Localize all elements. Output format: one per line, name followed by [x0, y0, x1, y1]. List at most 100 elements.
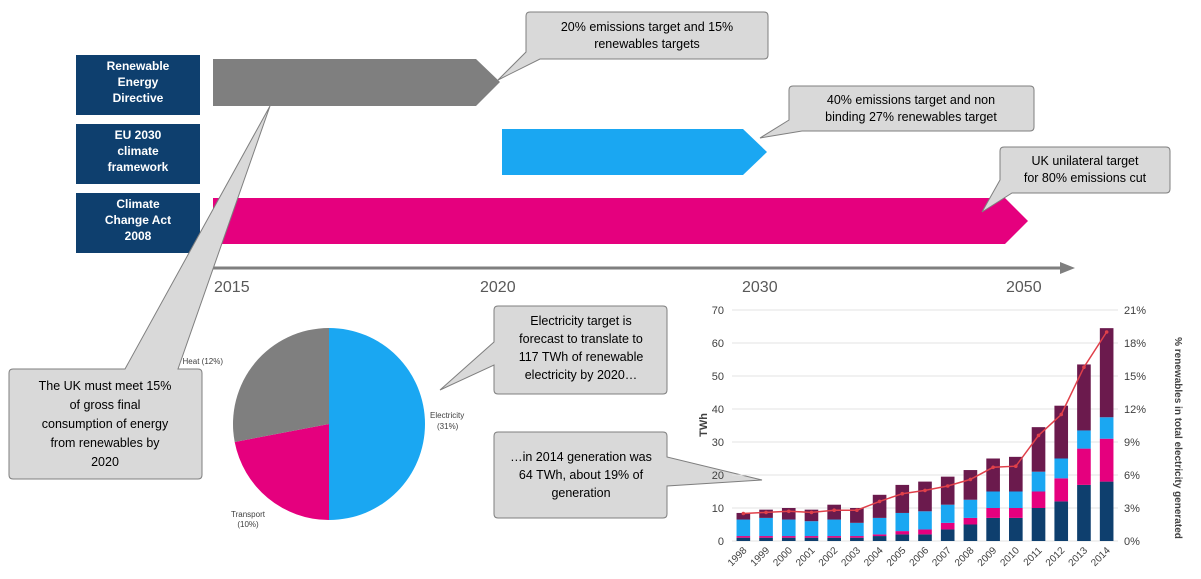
x-tick-label: 1999 — [749, 545, 773, 569]
line-point — [991, 465, 995, 470]
callout-uk-must-meet-line1: The UK must meet 15% — [39, 379, 172, 393]
bar-segment-2000-s0 — [781, 537, 796, 541]
bar-segment-2004-s3 — [872, 494, 887, 518]
bar-segment-2013-s0 — [1077, 484, 1091, 541]
pie-label-heat: Heat (12%) — [183, 357, 224, 366]
x-tick-label: 2009 — [976, 545, 1000, 569]
line-point — [1059, 412, 1064, 417]
bar-segment-2008-s0 — [963, 524, 978, 541]
y-tick-label: 70 — [712, 305, 724, 317]
timeline-bar-red — [213, 59, 500, 106]
row-label-cca-line1: Climate — [116, 197, 160, 211]
callout-red-target-line2: renewables targets — [594, 37, 700, 51]
y-tick-label: 60 — [712, 338, 724, 350]
callout-eu-target-line2: binding 27% renewables target — [825, 110, 997, 124]
callout-uk-target-line2: for 80% emissions cut — [1024, 171, 1147, 185]
line-point — [945, 484, 950, 488]
x-tick-label: 2010 — [998, 545, 1022, 569]
callout-electricity-target-line2: forecast to translate to — [519, 332, 643, 346]
line-point — [764, 510, 768, 515]
bar-segment-2006-s0 — [918, 534, 932, 541]
y-tick-label: 40 — [712, 404, 724, 416]
bar-segment-2005-s0 — [895, 534, 910, 541]
bar-segment-2000-s2 — [781, 519, 796, 537]
bar-segment-2004-s0 — [872, 536, 887, 541]
bar-segment-2000-s1 — [781, 536, 796, 538]
bar-segment-1998-s2 — [736, 519, 751, 537]
bar-segment-2011-s3 — [1031, 427, 1046, 472]
y2-tick-label: 6% — [1124, 470, 1140, 482]
bar-segment-2003-s0 — [850, 537, 864, 541]
y-tick-label: 30 — [712, 437, 724, 449]
row-label-cca-line3: 2008 — [125, 229, 152, 243]
callout-red-target: 20% emissions target and 15% renewables … — [497, 11, 769, 81]
callout-electricity-target-line4: electricity by 2020… — [525, 368, 638, 382]
callout-uk-must-meet-line4: from renewables by — [50, 436, 160, 450]
line-point — [1104, 330, 1109, 334]
bar-segment-2003-s3 — [850, 508, 864, 523]
x-tick-label: 2008 — [953, 545, 977, 569]
timeline-bar-cca — [213, 198, 1028, 244]
row-label-cca: Climate Change Act 2008 — [76, 193, 200, 253]
y2-tick-label: 0% — [1124, 536, 1140, 548]
bar-segment-2001-s3 — [804, 509, 819, 522]
row-label-eu2030-line1: EU 2030 — [115, 128, 162, 142]
bar-segment-2005-s3 — [895, 484, 910, 513]
bar-segment-2003-s1 — [850, 536, 864, 538]
bar-segment-2006-s2 — [918, 511, 932, 530]
bar-segment-2003-s2 — [850, 522, 864, 537]
bar-segment-2001-s1 — [804, 536, 819, 538]
bar-segment-2007-s1 — [940, 522, 955, 530]
bar-segment-2004-s1 — [872, 534, 887, 537]
bar-segment-2014-s2 — [1099, 417, 1114, 439]
bar-segment-2012-s0 — [1054, 501, 1069, 541]
callout-generation-2014-line3: generation — [551, 486, 610, 500]
bar-segment-2001-s2 — [804, 521, 819, 537]
bar-segment-2002-s2 — [827, 519, 841, 537]
pie-label-electricity: Electricity — [430, 411, 464, 420]
bar-segment-2006-s3 — [918, 481, 932, 512]
bar-segment-2010-s2 — [1009, 491, 1023, 508]
y-tick-label: 0 — [718, 536, 724, 548]
timeline-bar-eu2030 — [502, 129, 767, 175]
x-tick-label: 2005 — [885, 545, 909, 569]
y2-tick-label: 9% — [1124, 437, 1140, 449]
bar-segment-2009-s0 — [986, 517, 1000, 541]
x-tick-label: 2014 — [1089, 545, 1113, 569]
x-tick-label: 2012 — [1044, 545, 1068, 569]
line-point — [900, 491, 905, 496]
line-point — [832, 508, 836, 512]
timeline-axis-arrowhead — [1060, 262, 1075, 274]
timeline-year-2015: 2015 — [214, 279, 250, 296]
y2-tick-label: 21% — [1124, 305, 1146, 317]
y-tick-label: 50 — [712, 371, 724, 383]
bar-segment-2001-s0 — [804, 537, 819, 541]
bar-segment-2009-s1 — [986, 508, 1000, 518]
x-tick-label: 2007 — [930, 545, 954, 569]
callout-generation-2014: …in 2014 generation was 64 TWh, about 19… — [493, 431, 763, 519]
callout-electricity-target-line3: 117 TWh of renewable — [519, 350, 644, 364]
bar-segment-2014-s1 — [1099, 438, 1114, 482]
bar-segment-2011-s0 — [1031, 508, 1046, 541]
bar-chart-ylabel: TWh — [698, 413, 710, 437]
row-label-red-line1: Renewable — [107, 59, 170, 73]
line-point — [968, 477, 973, 482]
x-tick-label: 2003 — [839, 545, 863, 569]
callout-uk-target-line1: UK unilateral target — [1031, 154, 1139, 168]
bar-segment-2005-s2 — [895, 512, 910, 532]
bar-segment-1998-s0 — [736, 537, 751, 541]
x-tick-label: 2002 — [817, 545, 841, 569]
x-tick-label: 2000 — [771, 545, 795, 569]
callout-electricity-target: Electricity target is forecast to transl… — [439, 305, 668, 395]
row-label-eu2030: EU 2030 climate framework — [76, 124, 200, 184]
callout-uk-must-meet-line3: consumption of energy — [42, 417, 169, 431]
bar-segment-2014-s3 — [1099, 328, 1114, 418]
line-point — [741, 511, 746, 516]
bar-chart-y2label: % renewables in total electricity genera… — [1172, 337, 1183, 539]
row-label-eu2030-line3: framework — [108, 160, 169, 174]
bar-segment-2013-s2 — [1077, 430, 1091, 449]
timeline-year-2020: 2020 — [480, 279, 516, 296]
bar-segment-2009-s3 — [986, 458, 1000, 492]
row-label-red-line3: Directive — [113, 91, 164, 105]
